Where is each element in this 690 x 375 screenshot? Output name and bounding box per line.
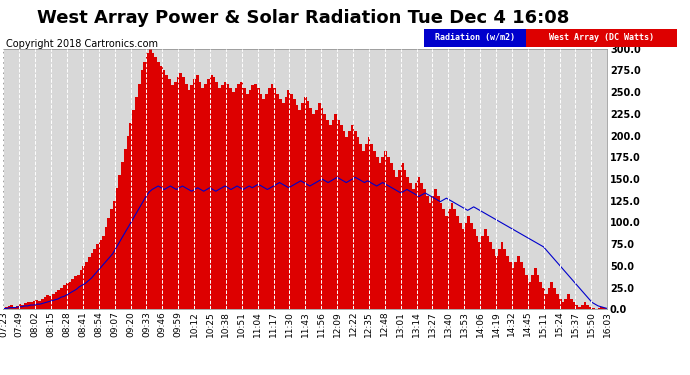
Text: Radiation (w/m2): Radiation (w/m2) (435, 33, 515, 42)
Text: West Array (DC Watts): West Array (DC Watts) (549, 33, 654, 42)
Text: Copyright 2018 Cartronics.com: Copyright 2018 Cartronics.com (6, 39, 157, 50)
Text: West Array Power & Solar Radiation Tue Dec 4 16:08: West Array Power & Solar Radiation Tue D… (37, 9, 570, 27)
